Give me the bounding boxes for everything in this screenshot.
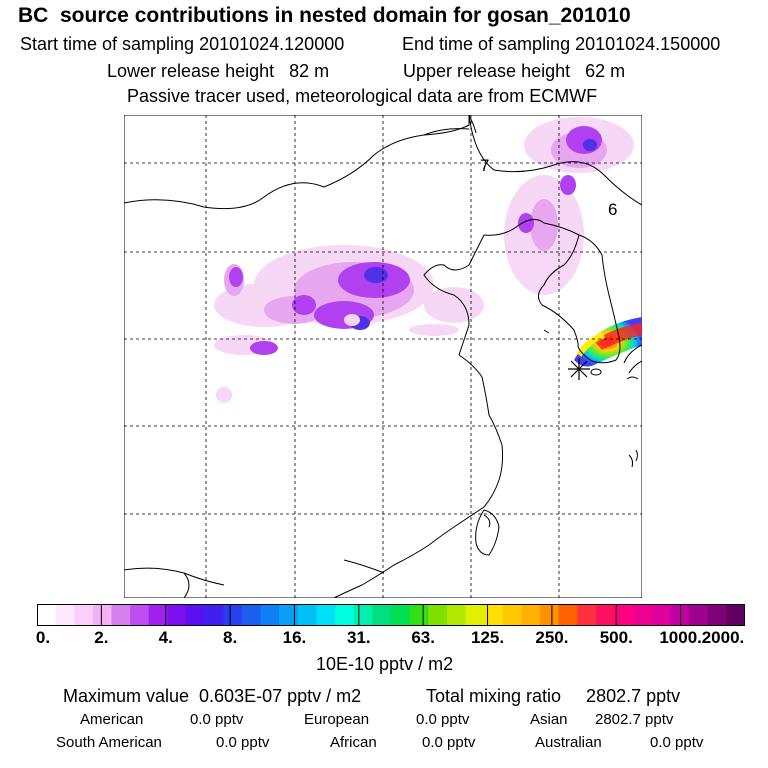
colorbar-swatch bbox=[633, 604, 653, 626]
region-value-asian: 2802.7 pptv bbox=[595, 711, 674, 728]
receptor-star-icon bbox=[568, 358, 590, 380]
colorbar-swatch bbox=[484, 604, 504, 626]
colorbar-swatch bbox=[111, 604, 131, 626]
colorbar-swatch bbox=[297, 604, 317, 626]
colorbar-swatch bbox=[540, 604, 560, 626]
colorbar-swatch bbox=[465, 604, 485, 626]
colorbar-tick-label: 125. bbox=[470, 628, 505, 647]
colorbar-swatch bbox=[446, 604, 467, 626]
colorbar-swatch bbox=[316, 604, 336, 626]
map-label-6: 6 bbox=[608, 200, 617, 219]
plot-title: BC source contributions in nested domain… bbox=[18, 4, 631, 27]
lat-lon-grid bbox=[124, 115, 642, 598]
colorbar-swatch bbox=[558, 604, 578, 626]
colorbar-swatch bbox=[670, 604, 690, 626]
colorbar-swatch bbox=[372, 604, 392, 626]
region-name-asian: Asian bbox=[530, 711, 568, 728]
colorbar-swatch bbox=[92, 604, 113, 626]
region-value-south-american: 0.0 pptv bbox=[216, 734, 270, 751]
colorbar-swatch bbox=[521, 604, 541, 626]
colorbar-swatch bbox=[409, 604, 429, 626]
region-value-african: 0.0 pptv bbox=[422, 734, 476, 751]
map-label-7: 7 bbox=[480, 156, 489, 175]
colorbar-swatch bbox=[241, 604, 262, 626]
colorbar-tick-label: 16. bbox=[282, 628, 307, 647]
colorbar-swatch bbox=[577, 604, 597, 626]
colorbar-swatch bbox=[707, 604, 727, 626]
colorbar bbox=[37, 604, 745, 626]
colorbar-tick-label: 4. bbox=[158, 628, 173, 647]
colorbar-tick-label: 31. bbox=[346, 628, 371, 647]
colorbar-swatch bbox=[223, 604, 243, 626]
colorbar-swatch bbox=[689, 604, 709, 626]
colorbar-swatch bbox=[260, 604, 280, 626]
colorbar-swatch bbox=[74, 604, 94, 626]
colorbar-swatch bbox=[502, 604, 522, 626]
region-name-australian: Australian bbox=[535, 734, 602, 751]
end-time-label: End time of sampling 20101024.150000 bbox=[402, 34, 721, 54]
colorbar-swatch bbox=[726, 604, 745, 626]
colorbar-swatch bbox=[595, 604, 616, 626]
colorbar-swatch bbox=[614, 604, 634, 626]
total-mixing-ratio: Total mixing ratio 2802.7 pptv bbox=[426, 686, 681, 706]
colorbar-tick-label: 2000. bbox=[701, 628, 745, 647]
colorbar-frame bbox=[37, 604, 745, 626]
colorbar-swatch bbox=[167, 604, 187, 626]
coastlines bbox=[124, 115, 642, 598]
tracer-note: Passive tracer used, meteorological data… bbox=[127, 86, 598, 106]
region-value-american: 0.0 pptv bbox=[190, 711, 244, 728]
colorbar-unit: 10E-10 pptv / m2 bbox=[316, 654, 454, 674]
colorbar-swatch bbox=[651, 604, 671, 626]
colorbar-swatch bbox=[186, 604, 206, 626]
colorbar-tick-label: 250. bbox=[535, 628, 569, 647]
colorbar-swatch bbox=[353, 604, 373, 626]
region-name-american: American bbox=[80, 711, 144, 728]
region-value-european: 0.0 pptv bbox=[416, 711, 470, 728]
region-value-australian: 0.0 pptv bbox=[650, 734, 704, 751]
colorbar-swatch bbox=[279, 604, 299, 626]
colorbar-tick-label: 0. bbox=[35, 628, 51, 647]
colorbar-tick-label: 1000. bbox=[659, 628, 702, 647]
region-name-south-american: South American bbox=[56, 734, 162, 751]
colorbar-swatch bbox=[37, 604, 57, 626]
colorbar-swatch bbox=[204, 604, 224, 626]
colorbar-swatch bbox=[148, 604, 168, 626]
region-name-african: African bbox=[330, 734, 377, 751]
lower-height-label: Lower release height 82 m bbox=[107, 61, 330, 81]
taiwan-outline bbox=[475, 509, 500, 556]
start-time-label: Start time of sampling 20101024.120000 bbox=[20, 34, 345, 54]
max-value-label: Maximum value 0.603E-07 pptv / m2 bbox=[63, 686, 362, 706]
colorbar-swatch bbox=[428, 604, 448, 626]
colorbar-swatch bbox=[55, 604, 75, 626]
colorbar-swatch bbox=[335, 604, 355, 626]
jeju-outline bbox=[590, 368, 602, 376]
colorbar-tick-label: 500. bbox=[599, 628, 633, 647]
colorbar-swatch bbox=[391, 604, 411, 626]
map-panel: 7 6 bbox=[124, 115, 642, 598]
colorbar-tick-label: 8. bbox=[222, 628, 238, 647]
colorbar-tick-label: 2. bbox=[94, 628, 109, 647]
colorbar-swatch bbox=[130, 604, 150, 626]
region-name-european: European bbox=[304, 711, 370, 728]
upper-height-label: Upper release height 62 m bbox=[403, 61, 626, 81]
colorbar-tick-label: 63. bbox=[411, 628, 435, 647]
